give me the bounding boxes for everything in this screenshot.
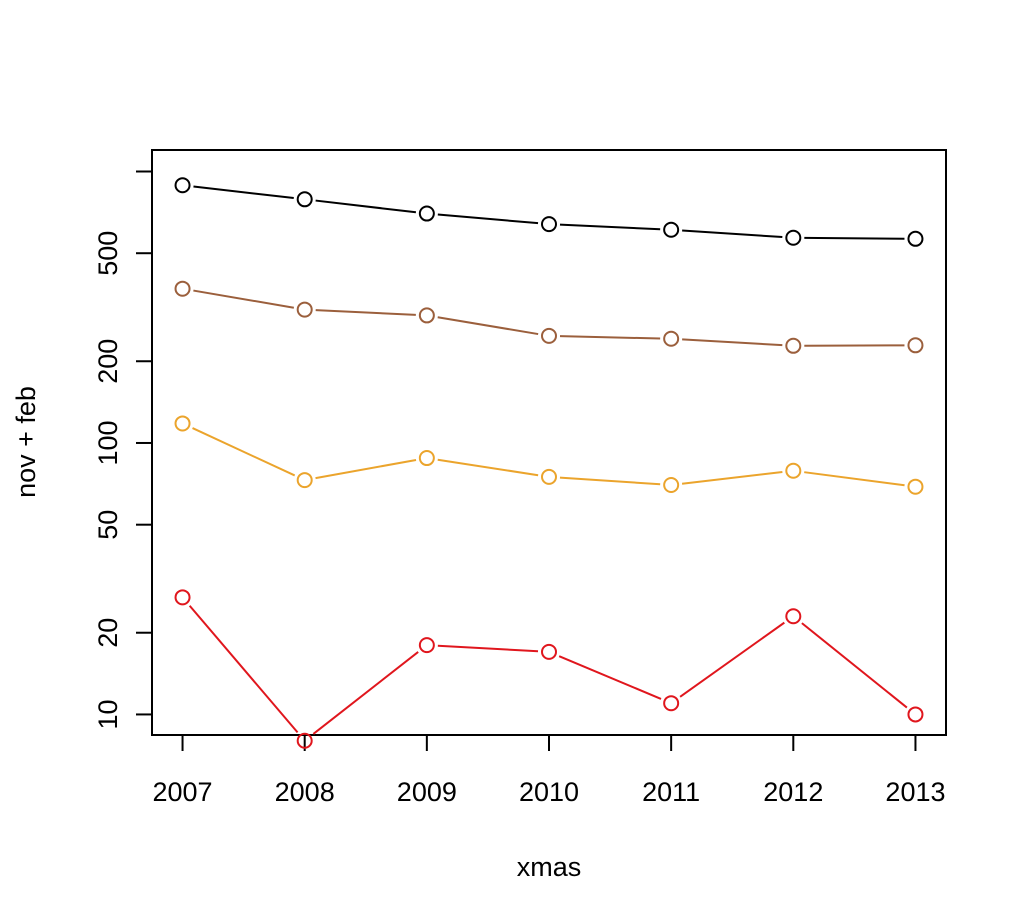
x-tick-label: 2010	[519, 777, 579, 807]
series-segment	[559, 223, 661, 231]
data-point	[174, 280, 191, 297]
series-segment	[315, 309, 416, 316]
series-segment	[312, 651, 419, 735]
x-tick-label: 2013	[885, 777, 945, 807]
data-point	[174, 589, 191, 606]
series-segment	[801, 622, 908, 709]
series-segment	[437, 458, 539, 477]
data-point	[418, 205, 435, 222]
y-tick-label: 500	[93, 231, 123, 276]
data-point	[418, 307, 435, 324]
x-tick-label: 2009	[397, 777, 457, 807]
data-point	[541, 468, 557, 485]
series-3	[174, 415, 924, 495]
data-point	[174, 177, 191, 194]
x-tick-label: 2008	[275, 777, 335, 807]
series-segment	[188, 605, 299, 734]
series-layer	[174, 177, 924, 749]
data-point	[541, 216, 557, 233]
series-segment	[681, 471, 783, 485]
data-point	[418, 637, 435, 654]
series-segment	[192, 427, 296, 477]
data-point	[907, 478, 924, 495]
data-point	[296, 732, 313, 749]
y-axis: 10 20 50 100 200 500	[93, 170, 153, 729]
data-point	[663, 330, 680, 347]
data-point	[785, 462, 802, 479]
data-point	[907, 230, 924, 247]
series-segment	[559, 335, 661, 340]
series-segment	[437, 644, 539, 653]
series-segment	[437, 316, 539, 336]
series-segment	[682, 338, 783, 347]
data-point	[296, 301, 313, 318]
x-axis-label: xmas	[517, 852, 582, 882]
series-segment	[315, 199, 417, 214]
series-1	[174, 177, 924, 247]
data-point	[418, 450, 435, 467]
series-segment	[558, 655, 662, 700]
series-segment	[804, 236, 905, 240]
series-segment	[193, 185, 294, 200]
x-tick-label: 2007	[152, 777, 212, 807]
data-point	[541, 327, 557, 344]
data-point	[541, 643, 557, 660]
y-axis-label: nov + feb	[11, 386, 41, 498]
series-segment	[679, 621, 785, 698]
series-segment	[559, 476, 661, 486]
series-segment	[437, 213, 539, 225]
data-point	[296, 472, 313, 489]
series-segment	[682, 229, 783, 239]
data-point	[907, 337, 924, 354]
x-tick-label: 2011	[642, 777, 700, 807]
y-tick-label: 10	[93, 699, 123, 729]
data-point	[296, 191, 313, 208]
x-tick-label: 2012	[763, 777, 823, 807]
data-point	[785, 229, 802, 246]
y-tick-label: 200	[93, 339, 123, 384]
data-point	[663, 477, 680, 494]
series-segment	[193, 289, 295, 309]
data-point	[907, 706, 924, 723]
y-tick-label: 50	[93, 510, 123, 540]
data-point	[174, 415, 191, 432]
data-point	[663, 221, 680, 238]
x-axis: 2007 2008 2009 2010 2011 2012 2013	[152, 734, 946, 807]
series-segment	[804, 471, 905, 487]
series-segment	[315, 459, 417, 480]
series-4	[174, 589, 924, 749]
y-tick-label: 20	[93, 618, 123, 648]
series-2	[174, 280, 924, 354]
y-tick-label: 100	[93, 420, 123, 465]
data-point	[785, 337, 802, 354]
data-point	[785, 608, 802, 625]
data-point	[663, 695, 680, 712]
